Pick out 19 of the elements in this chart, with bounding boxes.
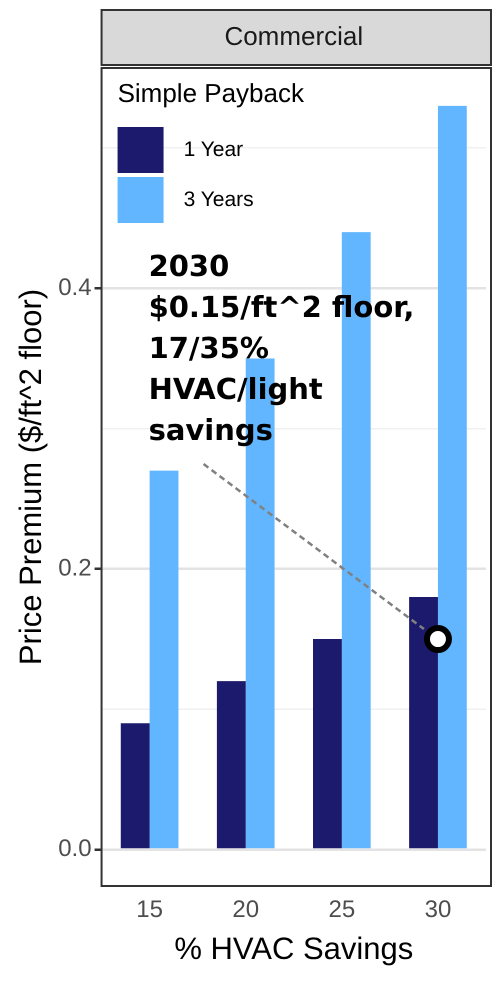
bar xyxy=(150,470,178,848)
bar xyxy=(409,596,438,848)
bar xyxy=(120,723,150,848)
y-tick-label: 0.0 xyxy=(58,835,92,862)
y-tick-label: 0.2 xyxy=(58,554,92,582)
y-axis-title: Price Premium ($/ft^2 floor) xyxy=(13,288,48,666)
legend-label: 1 Year xyxy=(184,138,244,161)
y-tick-label: 0.4 xyxy=(58,274,92,301)
bar xyxy=(313,639,342,848)
x-axis-title: % HVAC Savings xyxy=(174,930,414,966)
x-tick-label: 25 xyxy=(328,896,356,924)
legend-title: Simple Payback xyxy=(118,78,305,108)
bar xyxy=(216,681,246,848)
x-tick-label: 20 xyxy=(232,896,260,924)
bar xyxy=(438,106,467,848)
legend-label: 3 Years xyxy=(184,188,254,211)
x-tick-label: 15 xyxy=(136,896,163,924)
chart-title: Commercial xyxy=(224,21,364,52)
x-tick-label: 30 xyxy=(424,896,452,924)
